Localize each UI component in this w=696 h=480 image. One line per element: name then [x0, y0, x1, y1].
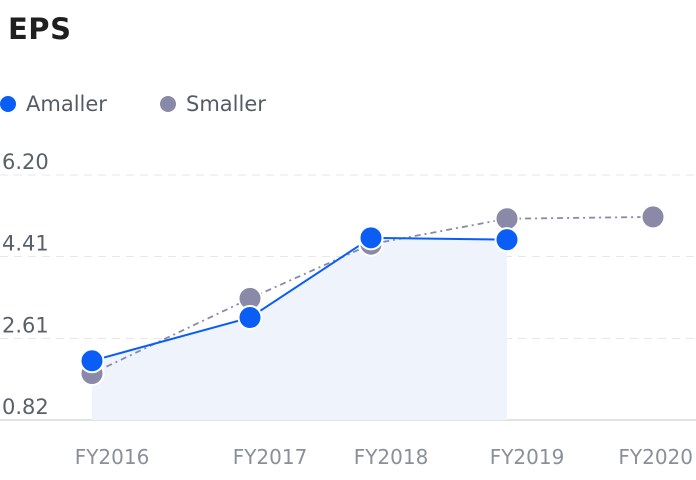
legend-item-smaller[interactable]: Smaller: [160, 92, 266, 116]
legend-marker-amaller: [0, 96, 16, 112]
tick-layer: 6.20 4.41 2.61 0.82 FY2016 FY2017 FY2018 FY2019…: [2, 150, 693, 469]
x-tick-label: FY2017: [233, 445, 308, 469]
area-layer: [92, 237, 507, 420]
y-tick-label: 2.61: [2, 313, 49, 337]
x-tick-label: FY2018: [354, 445, 429, 469]
legend-label-smaller: Smaller: [186, 92, 266, 116]
data-point-amaller[interactable]: [358, 225, 384, 251]
data-point-amaller[interactable]: [237, 305, 263, 331]
point-layer: [79, 204, 666, 387]
y-tick-label: 6.20: [2, 150, 49, 174]
x-tick-label: FY2020: [618, 445, 693, 469]
legend-label-amaller: Amaller: [26, 92, 107, 116]
legend: Amaller Smaller: [0, 92, 696, 122]
legend-item-amaller[interactable]: Amaller: [0, 92, 107, 116]
series-area-amaller: [92, 237, 507, 420]
data-point-amaller[interactable]: [494, 227, 520, 253]
legend-marker-smaller: [160, 96, 176, 112]
y-tick-label: 4.41: [2, 232, 49, 256]
y-tick-label: 0.82: [2, 395, 49, 419]
data-point-smaller[interactable]: [494, 206, 520, 232]
x-tick-label: FY2016: [75, 445, 150, 469]
series-line-amaller: [91, 236, 508, 362]
data-point-amaller[interactable]: [79, 348, 105, 374]
data-point-smaller[interactable]: [640, 204, 666, 230]
x-tick-label: FY2019: [490, 445, 565, 469]
chart-title: EPS: [8, 12, 72, 46]
